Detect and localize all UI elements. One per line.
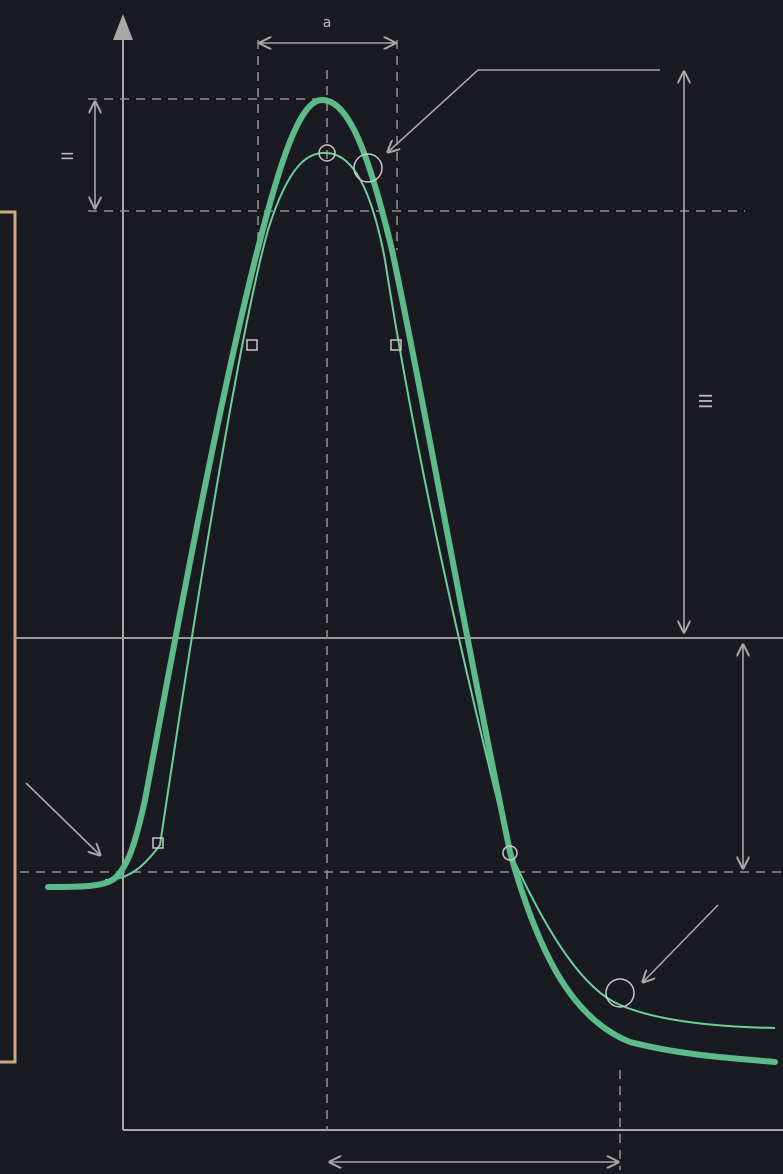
square-marker-icon xyxy=(152,837,164,849)
left-dimension-label: II xyxy=(58,151,77,160)
square-marker-icon xyxy=(390,339,402,351)
square-marker-icon xyxy=(246,339,258,351)
circle-marker-icon xyxy=(502,845,518,861)
peak-leader-arrow xyxy=(388,69,660,152)
dashed-guides xyxy=(20,40,783,1170)
side-frame xyxy=(0,210,17,1064)
secondary-curve xyxy=(104,151,776,1029)
right-dimension-label: III xyxy=(696,393,717,409)
primary-curve xyxy=(45,96,778,1065)
left-pointer-arrow xyxy=(25,782,100,855)
dimension-arrows xyxy=(25,43,743,1162)
circle-marker-icon xyxy=(318,144,336,162)
markers xyxy=(152,144,635,1008)
top-dimension-label: a xyxy=(323,15,332,31)
circle-marker-icon xyxy=(605,978,635,1008)
y-axis-arrow-icon xyxy=(113,14,133,40)
tail-pointer-arrow xyxy=(643,904,719,982)
circle-marker-icon xyxy=(353,153,383,183)
